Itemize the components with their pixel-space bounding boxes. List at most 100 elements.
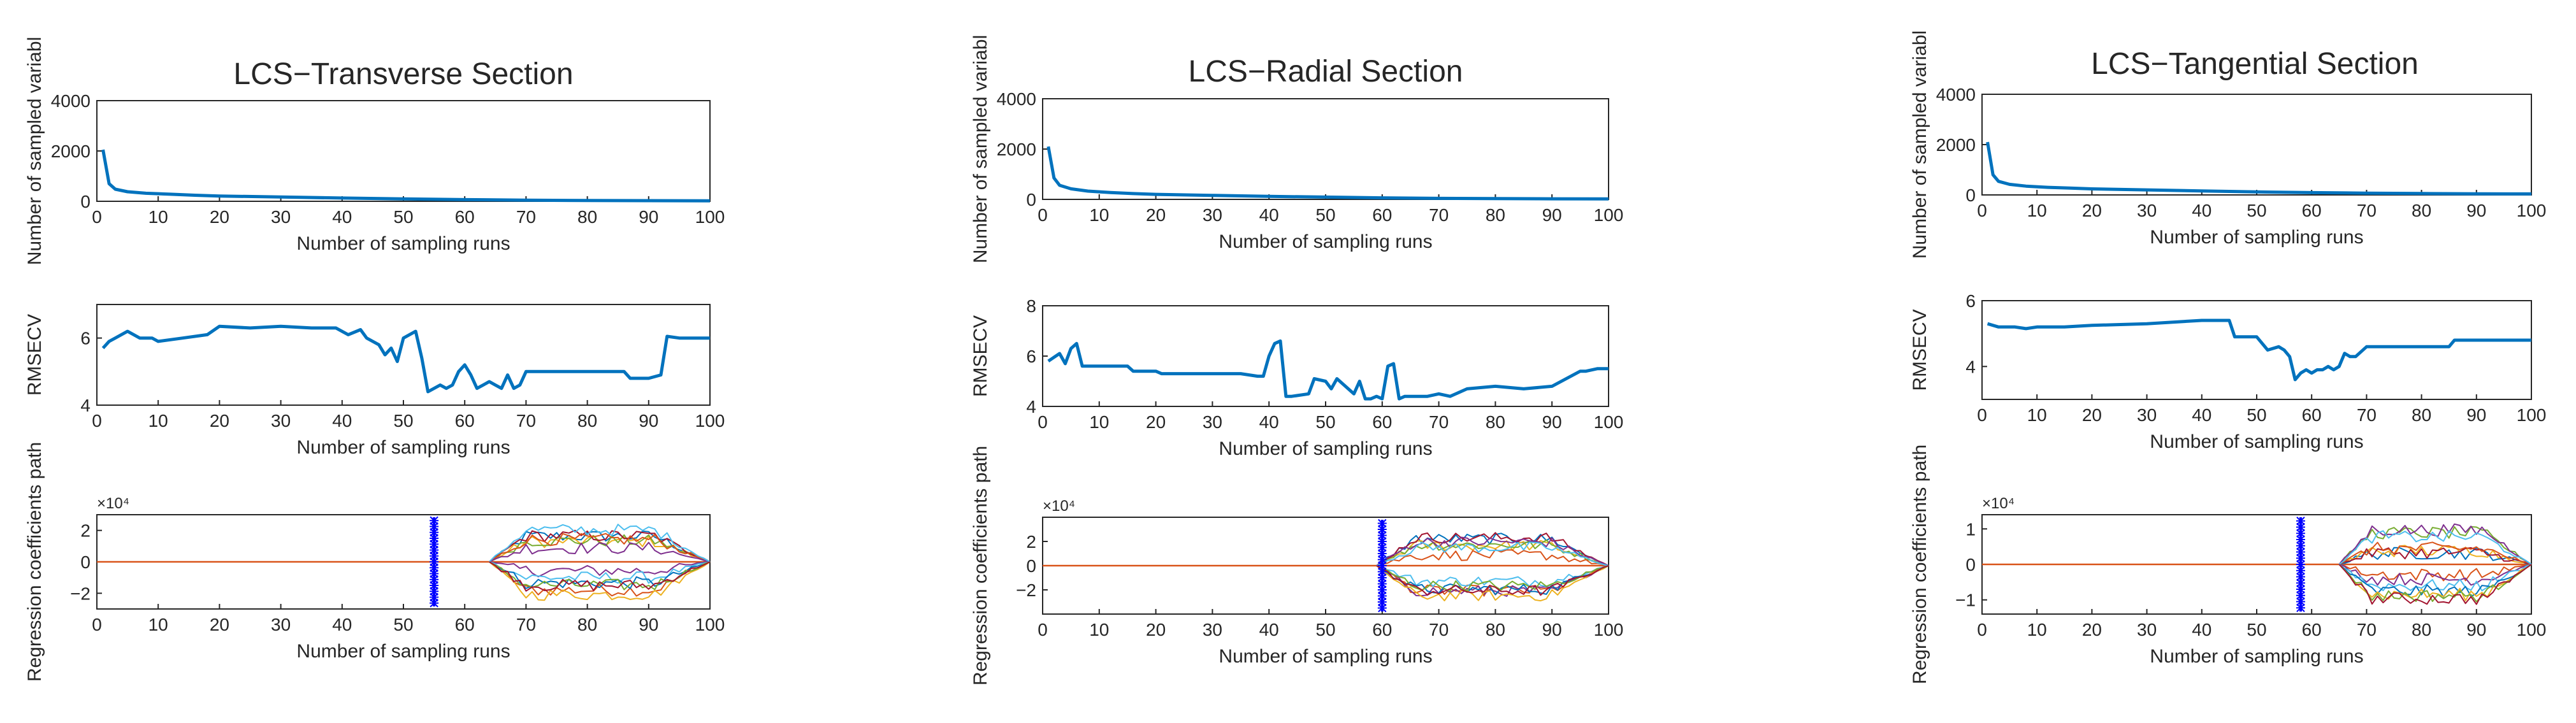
y-tick-label: 4000 [997,89,1036,109]
x-tick-label: 90 [1542,412,1562,432]
coefficient-path [1376,541,1609,566]
x-tick-label: 10 [148,207,168,227]
coefficient-path [489,529,711,562]
x-tick-label: 50 [1315,412,1335,432]
x-tick-label: 50 [1315,620,1335,640]
x-tick-label: 60 [2302,620,2322,640]
x-tick-label: 20 [210,615,229,634]
x-tick-label: 90 [2466,620,2486,640]
x-axis-label: Number of sampling runs [296,641,510,662]
x-tick-label: 0 [1038,205,1048,225]
x-axis-label: Number of sampling runs [296,437,510,458]
x-tick-label: 40 [332,615,352,634]
x-tick-label: 60 [2302,405,2322,425]
axis-exponent: ×10⁴ [1982,495,2015,512]
x-tick-label: 30 [2137,405,2157,425]
series-line [101,149,711,203]
series-line [1986,141,2532,196]
axis-exponent: ×10⁴ [97,495,129,512]
coefficient-path [489,561,711,589]
x-tick-label: 40 [332,207,352,227]
x-tick-label: 10 [1089,205,1109,225]
x-tick-label: 60 [455,615,475,634]
series-line [1047,339,1609,401]
coefficient-path [1376,536,1609,566]
coefficient-path [2338,530,2532,565]
coefficient-path [1376,565,1609,587]
y-axis-label: RMSECV [1909,309,1930,390]
series-line [1986,319,2531,382]
coefficient-path [2338,564,2532,598]
y-tick-label: 0 [1965,555,1976,575]
x-tick-label: 60 [1372,620,1392,640]
x-tick-label: 10 [2027,201,2047,220]
axes-box [1981,94,2532,196]
coefficient-path [2338,564,2532,605]
y-tick-label: 0 [80,552,90,572]
axis-exponent: ×10⁴ [1043,498,1075,515]
coefficient-path [489,561,711,592]
y-tick-label: −1 [1955,591,1976,610]
x-tick-label: 10 [1089,620,1109,640]
x-tick-label: 90 [1542,205,1562,225]
y-tick-label: 0 [1965,185,1976,205]
x-tick-label: 60 [2302,201,2322,220]
x-tick-label: 60 [455,411,475,431]
y-tick-label: 2000 [997,140,1036,159]
x-tick-label: 100 [1594,205,1624,225]
coefficient-path [2338,564,2532,586]
y-tick-label: −2 [70,583,90,603]
x-tick-label: 20 [2082,405,2102,425]
x-tick-label: 40 [1259,620,1279,640]
x-tick-label: 10 [1089,412,1109,432]
x-axis-label: Number of sampling runs [1219,438,1432,459]
x-tick-label: 70 [1429,620,1449,640]
x-tick-label: 30 [271,411,291,431]
x-tick-label: 60 [1372,412,1392,432]
x-tick-label: 90 [1542,620,1562,640]
x-tick-label: 60 [1372,205,1392,225]
coefficient-path [489,541,711,562]
x-tick-label: 70 [2357,201,2377,220]
axes-box [96,304,711,406]
y-tick-label: 2 [80,521,90,541]
y-tick-label: 4 [1965,357,1976,376]
y-tick-label: 0 [80,192,90,211]
x-tick-label: 80 [1486,205,1505,225]
coefficient-path [1376,565,1609,596]
x-tick-label: 100 [695,615,725,634]
y-tick-label: 8 [1026,296,1036,316]
x-tick-label: 10 [148,411,168,431]
x-tick-label: 70 [1429,205,1449,225]
x-tick-label: 80 [2412,620,2431,640]
coefficient-path [2339,564,2532,582]
x-axis-label: Number of sampling runs [1219,646,1432,667]
x-tick-label: 20 [2082,620,2102,640]
x-tick-label: 30 [271,615,291,634]
y-tick-label: 4 [1026,397,1036,417]
x-axis-label: Number of sampling runs [2150,431,2363,452]
y-axis-label: Regression coefficients path [970,446,991,685]
x-tick-label: 30 [1203,620,1222,640]
x-tick-label: 100 [2517,201,2547,220]
x-tick-label: 30 [2137,201,2157,220]
x-tick-label: 40 [2192,201,2211,220]
y-tick-label: 2 [1026,532,1036,552]
x-tick-label: 70 [2357,620,2377,640]
y-axis-label: Regression coefficients path [24,442,45,682]
axes-box [1981,300,2532,400]
coefficient-path [2338,545,2532,565]
x-tick-label: 100 [695,207,725,227]
x-tick-label: 0 [92,207,102,227]
y-axis-label: RMSECV [24,314,45,396]
coefficient-path [1376,532,1609,566]
x-axis-label: Number of sampling runs [2150,227,2363,248]
x-tick-label: 80 [577,615,597,634]
x-tick-label: 90 [2466,405,2486,425]
y-tick-label: 4 [80,396,90,415]
coefficient-path [489,533,711,562]
x-tick-label: 0 [1038,412,1048,432]
x-tick-label: 80 [577,207,597,227]
y-tick-label: 6 [1965,291,1976,311]
